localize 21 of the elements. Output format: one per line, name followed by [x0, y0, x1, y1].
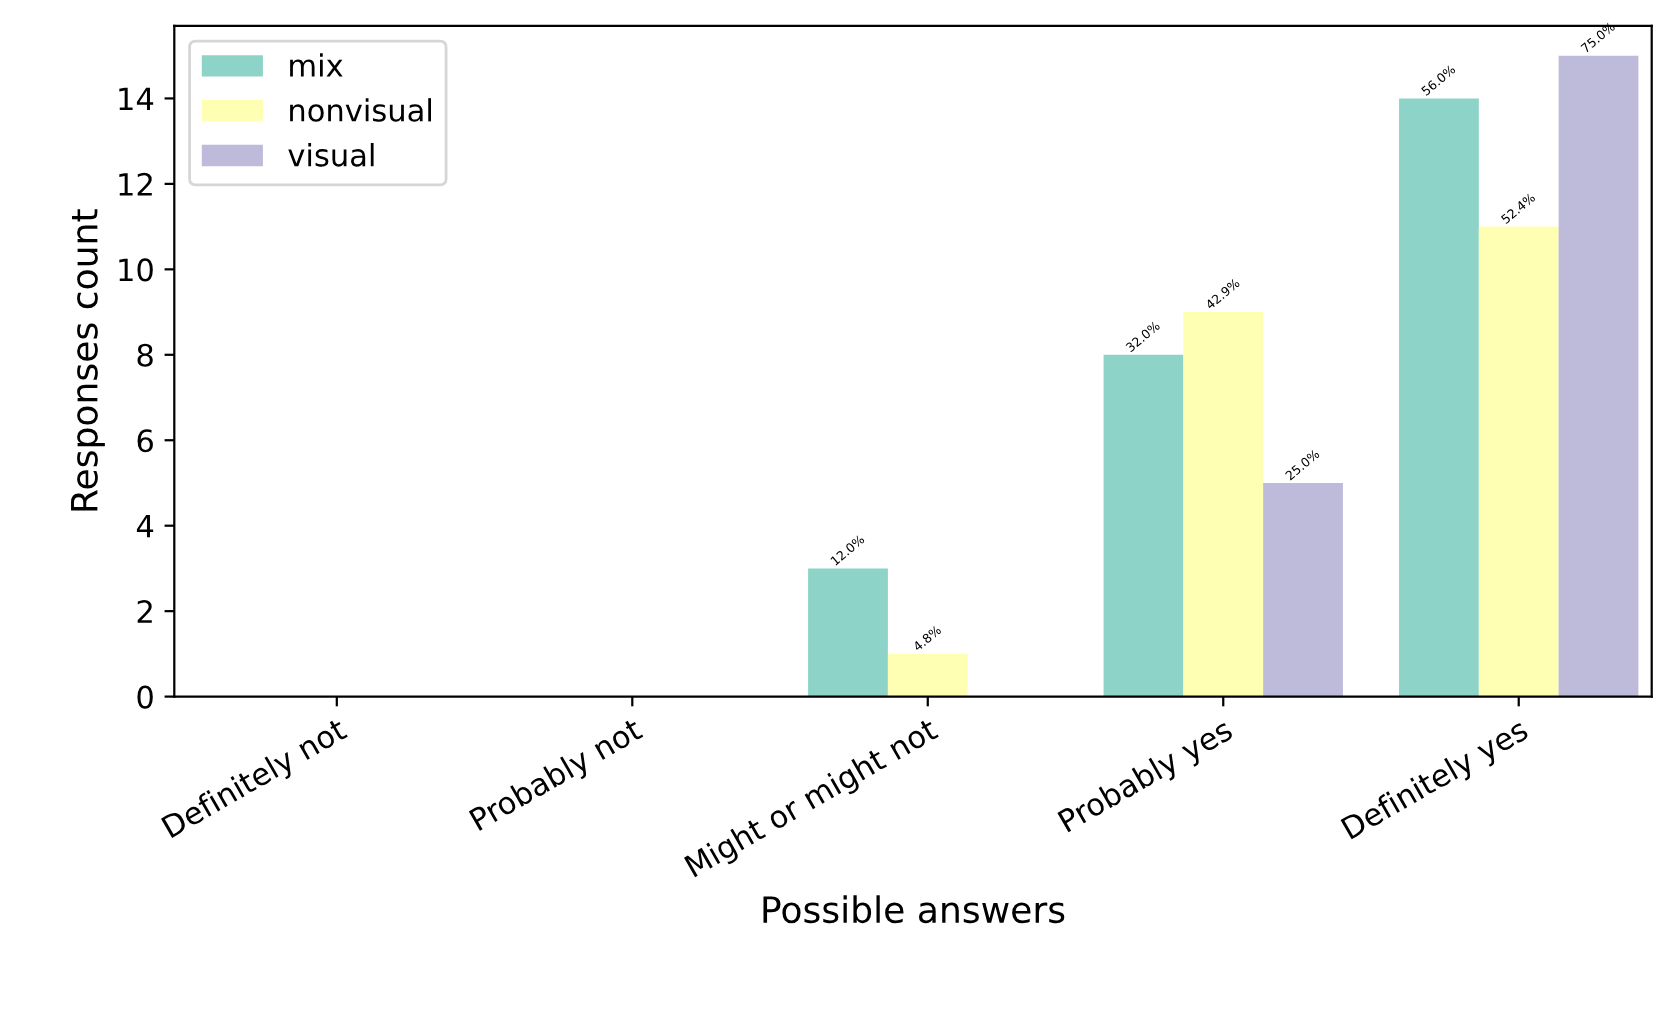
y-axis-title: Responses count [71, 209, 105, 511]
y-tick-label: 14 [119, 87, 154, 111]
bar [1263, 482, 1343, 697]
legend-label: visual [288, 143, 374, 167]
legend-label: nonvisual [290, 98, 431, 122]
bar [1478, 226, 1559, 697]
bar [1183, 312, 1264, 697]
bar [808, 568, 888, 697]
y-tick-label: 8 [137, 343, 153, 367]
y-tick-label: 2 [137, 600, 152, 623]
bar [887, 653, 968, 697]
y-tick-label: 10 [119, 258, 153, 282]
bar [1103, 354, 1184, 697]
bar [1399, 98, 1479, 697]
y-tick-label: 0 [137, 685, 153, 709]
legend-label: mix [290, 53, 343, 77]
x-axis-title: Possible answers [763, 895, 1065, 924]
y-tick-label: 12 [119, 172, 152, 196]
y-tick-label: 4 [136, 515, 154, 538]
y-tick-label: 6 [137, 429, 153, 453]
bar [1558, 55, 1639, 697]
